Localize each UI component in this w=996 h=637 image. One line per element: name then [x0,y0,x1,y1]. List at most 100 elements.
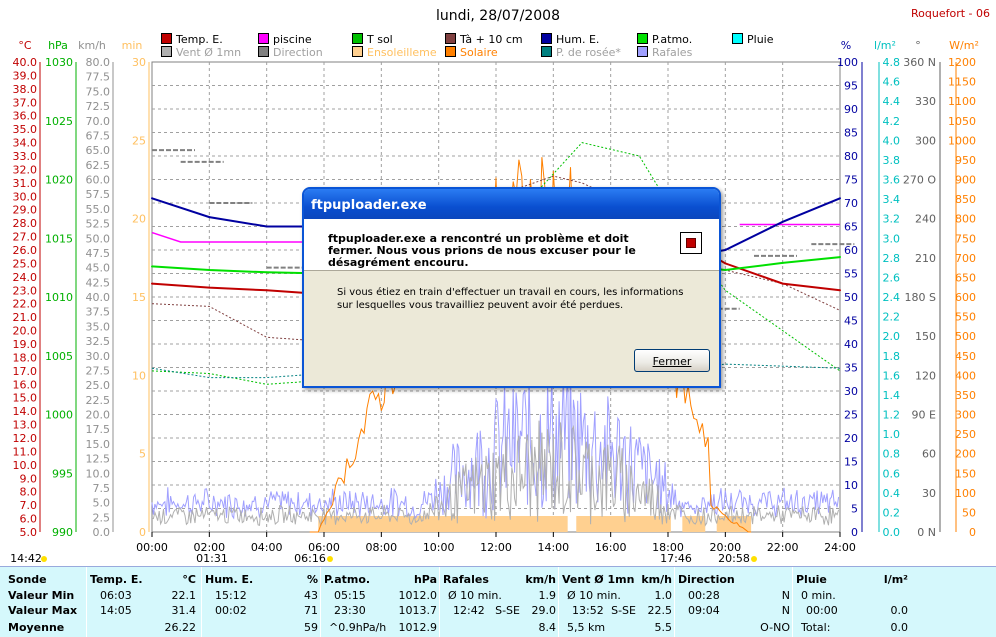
tick-solar: 100 [955,487,976,500]
time-label: 10:00 [423,541,455,554]
min-value: 22.1 [171,589,197,602]
column-unit: km/h [525,573,556,586]
tick-temp: 15.0 [13,392,38,405]
legend-swatch [637,33,648,44]
tick-rain: 2.2 [883,311,901,324]
tick-humidity: 95 [844,80,858,93]
tick-pressure: 995 [52,467,73,480]
tick-rain: 0.4 [883,487,901,500]
close-button[interactable]: Fermer [634,349,710,372]
tick-wind: 80.0 [86,56,111,69]
tick-humidity: 80 [844,150,858,163]
series-point [208,216,211,219]
max-value: 71 [304,604,318,617]
row-label: Sonde [8,573,47,586]
row-label: Moyenne [8,621,65,634]
tick-wind: 35.0 [86,320,111,333]
legend-swatch [161,46,172,57]
legend-label: P.atmo. [652,33,693,46]
time-label: 04:00 [251,541,283,554]
tick-rain: 1.2 [883,409,901,422]
avg-label: 5,5 km [567,621,606,634]
sunshine-bar [318,516,568,532]
tick-pressure: 990 [52,526,73,539]
tick-temp: 7.0 [20,499,38,512]
tick-wind: 65.0 [86,144,111,157]
time-label: 20:00 [709,541,741,554]
tick-minutes: 5 [139,448,146,461]
dialog-title[interactable]: ftpuploader.exe [304,189,719,219]
min-value: N [781,589,790,602]
tick-wind: 70.0 [86,115,111,128]
tick-solar: 150 [955,467,976,480]
dialog-body: Si vous étiez en train d'effectuer un tr… [337,287,684,311]
axis-unit-solar: W/m² [949,39,979,52]
max-value: 1013.7 [398,604,438,617]
legend-item: Direction [258,46,323,59]
tick-solar: 50 [962,506,976,519]
tick-temp: 28.0 [13,217,38,230]
tick-temp: 12.0 [13,432,38,445]
tick-temp: 8.0 [20,486,38,499]
tick-wind: 12.5 [86,453,111,466]
marker-sunrise: 06:16 [294,552,326,565]
time-label: 14:00 [537,541,569,554]
tick-humidity: 65 [844,221,858,234]
tick-temp: 33.0 [13,150,38,163]
legend-swatch [352,46,363,57]
tick-solar: 300 [955,409,976,422]
tick-direction: 90 E [912,409,936,422]
column-header: Temp. E. [90,573,143,586]
tick-solar: 1150 [948,76,976,89]
tick-direction: 270 O [903,174,936,187]
column-divider [674,567,675,637]
series-point [151,197,153,200]
time-label: 06:00 [308,541,340,554]
tick-minutes: 0 [139,526,146,539]
tick-solar: 250 [955,428,976,441]
dialog-header: ftpuploader.exe a rencontré un problème … [304,219,719,271]
tick-humidity: 35 [844,362,858,375]
tick-temp: 6.0 [20,513,38,526]
tick-wind: 50.0 [86,232,111,245]
dialog-message: ftpuploader.exe a rencontré un problème … [328,232,636,269]
tick-temp: 21.0 [13,311,38,324]
tick-wind: 40.0 [86,291,111,304]
axis-unit-direction: ° [915,39,921,52]
avg-value: 5.5 [654,621,673,634]
tick-temp: 13.0 [13,419,38,432]
tick-temp: 27.0 [13,231,38,244]
tick-direction: 210 [915,252,936,265]
series-point [151,282,153,285]
column-header: Vent Ø 1mn [562,573,635,586]
pool-line [151,223,840,243]
tick-direction: 300 [915,134,936,147]
tick-wind: 45.0 [86,262,111,275]
tick-temp: 24.0 [13,271,38,284]
tick-temp: 25.0 [13,257,38,270]
column-divider [558,567,559,637]
time-label: 18:00 [652,541,684,554]
tick-solar: 400 [955,369,976,382]
tick-rain: 1.0 [883,428,901,441]
column-unit: km/h [641,573,672,586]
tick-wind: 20.0 [86,409,111,422]
sun-icon [327,556,333,562]
tick-rain: 3.0 [883,232,901,245]
tick-wind: 30.0 [86,350,111,363]
legend-swatch [161,33,172,44]
legend-item: Ensoleilleme [352,46,437,59]
tick-temp: 40.0 [13,56,38,69]
tick-wind: 0.0 [93,526,111,539]
legend-label: T sol [367,33,393,46]
tick-minutes: 15 [132,291,146,304]
marker-sunset: 20:58 [718,552,750,565]
tick-solar: 600 [955,291,976,304]
tick-temp: 17.0 [13,365,38,378]
tick-pressure: 1010 [45,291,73,304]
tick-solar: 350 [955,389,976,402]
legend-item: Solaire [445,46,498,59]
legend-swatch [445,46,456,57]
legend-item: T sol [352,33,393,46]
column-unit: hPa [413,573,437,586]
